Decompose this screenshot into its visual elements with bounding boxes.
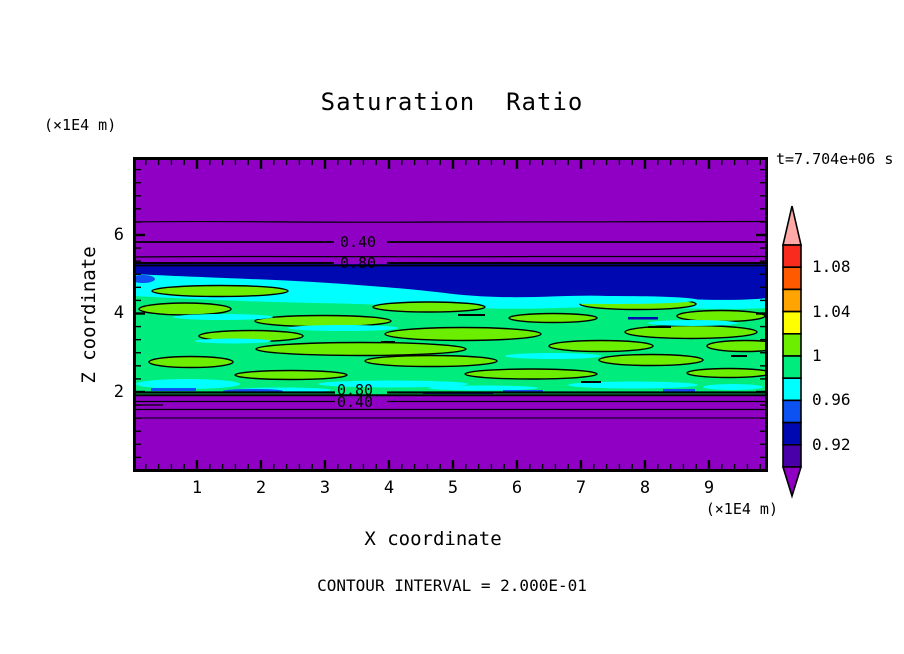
colorbar-segment [782,244,802,269]
x-axis-title: X coordinate [364,528,502,550]
x-tick-label: 9 [703,478,715,498]
colorbar [781,205,803,499]
colorbar-label: 1.04 [812,302,851,321]
colorbar-segment [782,333,802,357]
contour-lenses [138,284,768,381]
contour-interval-note: CONTOUR INTERVAL = 2.000E-01 [317,576,587,595]
x-tick-label: 7 [575,478,587,498]
cyan-streaks [136,296,763,394]
y-tick-label: 6 [113,225,124,245]
x-axis-unit-label: (×1E4 m) [705,500,778,518]
x-tick-label: 2 [255,478,267,498]
contour-label: 0.80 [337,381,373,399]
colorbar-label: 1 [812,346,822,365]
colorbar-segment [782,377,802,402]
x-tick-label: 4 [383,478,395,498]
colorbar-segment [782,421,802,446]
colorbar-label: 0.96 [812,390,851,409]
y-tick-label: 4 [113,303,124,323]
axis-ticks [136,160,765,469]
y-tick-label: 2 [113,382,124,402]
x-tick-label: 8 [639,478,651,498]
colorbar-segment [782,355,802,380]
blue-patch [133,275,155,283]
colorbar-over-arrow [781,205,803,246]
contour-label: 0.40 [337,393,373,411]
contour-label: 0.40 [340,233,376,251]
plot-frame [133,157,768,472]
x-tick-label: 1 [191,478,203,498]
colorbar-segment [782,266,802,291]
colorbar-segment [782,399,802,424]
colorbar-segment [782,288,802,313]
x-tick-label: 5 [447,478,459,498]
time-annotation: t=7.704e+06 s [776,150,894,168]
colorbar-label: 0.92 [812,435,851,454]
page-title: Saturation Ratio [320,88,584,116]
colorbar-under-arrow [781,466,803,499]
band-navy [133,264,768,300]
colorbar-segment [782,310,802,335]
contour-label: 0.80 [340,254,376,272]
contour-lines [133,220,768,419]
y-axis-unit-label: (×1E4 m) [44,116,117,134]
colorbar-label: 1.08 [812,257,851,276]
contour-plot: 0.40 0.80 0.80 0.40 [133,157,768,472]
x-tick-label: 3 [319,478,331,498]
colorbar-segment [782,444,802,468]
x-tick-label: 6 [511,478,523,498]
